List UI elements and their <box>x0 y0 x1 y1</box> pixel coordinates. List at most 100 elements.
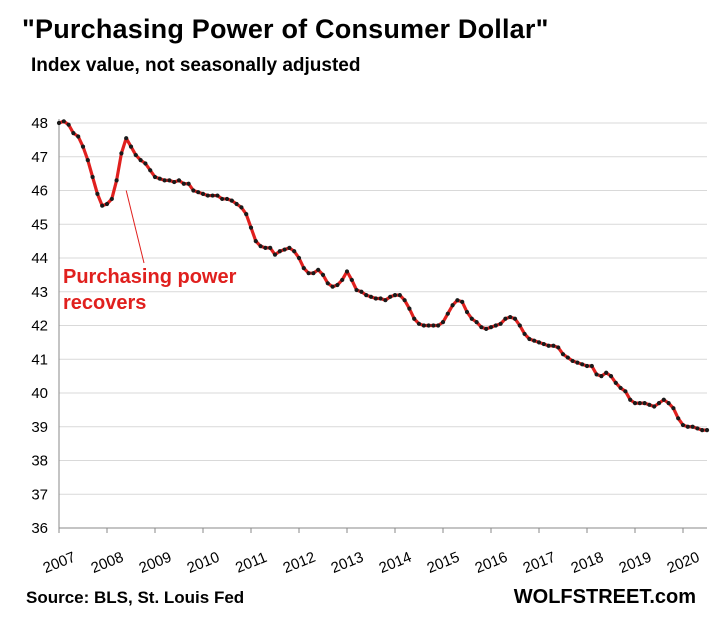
data-point-131 <box>685 424 690 429</box>
data-point-112 <box>594 372 599 377</box>
data-point-74 <box>412 316 417 321</box>
y-tick-label-44: 44 <box>31 250 48 267</box>
data-point-28 <box>191 188 196 193</box>
data-point-102 <box>546 343 551 348</box>
data-point-108 <box>575 360 580 365</box>
data-point-82 <box>450 303 455 308</box>
data-point-93 <box>503 316 508 321</box>
data-point-126 <box>661 397 666 402</box>
x-tick-label-2013: 2013 <box>329 549 366 577</box>
data-point-118 <box>623 389 628 394</box>
data-point-96 <box>517 323 522 328</box>
x-tick-label-2009: 2009 <box>137 549 174 577</box>
data-point-83 <box>455 298 460 303</box>
data-point-5 <box>80 144 86 149</box>
x-tick-label-2018: 2018 <box>569 549 606 577</box>
data-point-21 <box>157 176 162 181</box>
data-point-88 <box>479 325 484 330</box>
data-point-116 <box>613 380 618 385</box>
grid-lines <box>59 122 707 529</box>
data-point-65 <box>368 294 374 299</box>
data-point-13 <box>119 151 124 156</box>
data-point-114 <box>604 370 609 375</box>
data-point-4 <box>76 134 81 139</box>
data-point-8 <box>95 191 100 196</box>
data-point-69 <box>388 294 393 299</box>
data-point-73 <box>407 306 412 311</box>
data-point-15 <box>128 144 134 149</box>
data-point-134 <box>700 428 705 433</box>
data-point-27 <box>186 181 191 186</box>
data-point-120 <box>632 401 638 406</box>
data-point-12 <box>114 178 119 183</box>
axes <box>58 119 707 529</box>
data-point-129 <box>676 416 681 421</box>
y-tick-label-45: 45 <box>31 216 48 233</box>
data-point-6 <box>85 158 90 163</box>
data-point-2 <box>66 122 71 127</box>
data-point-30 <box>200 191 206 196</box>
data-point-115 <box>608 374 614 379</box>
x-tick-label-2011: 2011 <box>233 549 269 577</box>
y-tick-label-46: 46 <box>31 183 48 200</box>
data-point-95 <box>512 316 518 321</box>
series-group <box>56 119 710 433</box>
data-point-91 <box>493 323 498 328</box>
data-point-119 <box>628 397 633 402</box>
data-point-60 <box>344 269 350 274</box>
data-point-123 <box>647 402 652 407</box>
data-point-47 <box>282 247 287 252</box>
data-point-25 <box>176 178 182 183</box>
annotation-text-line-0: Purchasing power <box>63 266 237 288</box>
data-point-0 <box>56 120 62 126</box>
data-point-58 <box>335 282 340 288</box>
data-point-50 <box>296 255 302 261</box>
annotation-pointer <box>125 190 145 264</box>
data-point-56 <box>325 281 330 286</box>
data-point-128 <box>671 406 676 411</box>
y-tick-label-42: 42 <box>31 318 48 335</box>
data-point-104 <box>556 345 561 350</box>
data-point-41 <box>253 239 258 244</box>
data-point-46 <box>277 249 282 254</box>
data-point-94 <box>508 314 513 320</box>
data-point-23 <box>167 178 172 183</box>
x-tick-label-2017: 2017 <box>521 549 558 577</box>
data-point-59 <box>340 277 345 283</box>
data-point-122 <box>642 401 647 406</box>
data-point-97 <box>522 331 527 337</box>
data-point-98 <box>527 336 532 342</box>
data-point-57 <box>330 284 335 289</box>
annotation-text-line-1: recovers <box>63 292 146 314</box>
data-point-110 <box>584 363 590 369</box>
data-point-11 <box>109 196 114 202</box>
data-point-135 <box>704 428 710 433</box>
data-point-103 <box>551 343 556 348</box>
data-point-81 <box>445 311 450 316</box>
data-point-55 <box>320 272 326 277</box>
data-point-33 <box>215 193 220 198</box>
data-point-68 <box>383 298 388 303</box>
data-point-37 <box>234 201 239 207</box>
data-point-38 <box>239 205 244 210</box>
data-point-45 <box>272 252 278 257</box>
x-tick-label-2019: 2019 <box>617 549 654 577</box>
x-tick-label-2012: 2012 <box>281 549 318 577</box>
data-point-43 <box>263 245 268 250</box>
brand-label: WOLFSTREET.com <box>513 586 696 608</box>
data-point-9 <box>100 203 105 208</box>
data-point-35 <box>224 196 230 202</box>
x-tick-label-2015: 2015 <box>425 549 462 577</box>
data-point-22 <box>162 178 167 183</box>
chart-title: "Purchasing Power of Consumer Dollar" <box>22 14 549 44</box>
data-point-125 <box>656 401 662 406</box>
data-point-79 <box>436 323 441 328</box>
data-point-49 <box>292 249 297 254</box>
data-point-32 <box>210 193 215 198</box>
data-point-77 <box>426 323 431 328</box>
data-point-52 <box>306 271 311 276</box>
data-point-61 <box>349 277 354 283</box>
data-point-36 <box>229 198 234 203</box>
data-point-39 <box>244 212 249 217</box>
data-point-71 <box>397 293 402 298</box>
